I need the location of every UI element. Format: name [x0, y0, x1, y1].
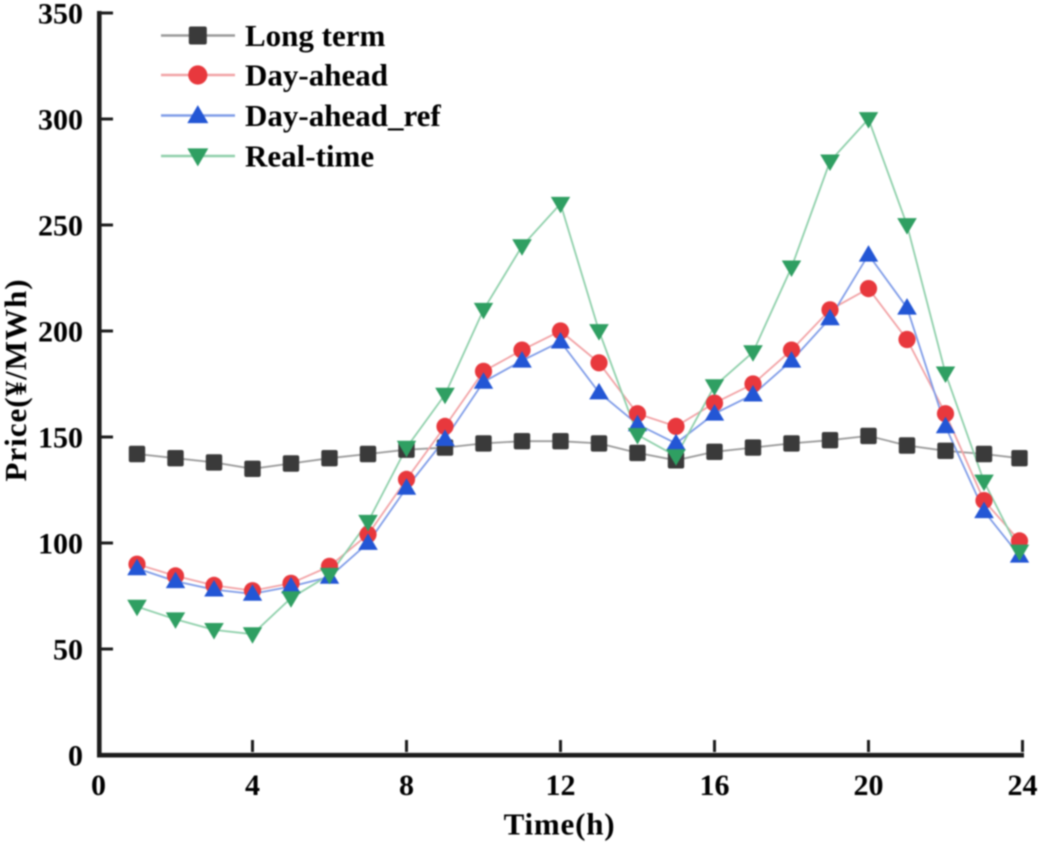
svg-text:Day-ahead_ref: Day-ahead_ref: [245, 98, 441, 133]
svg-text:50: 50: [53, 634, 83, 667]
svg-text:150: 150: [38, 422, 83, 455]
svg-text:200: 200: [38, 316, 83, 349]
svg-text:8: 8: [399, 769, 414, 802]
svg-text:Price(¥/MWh): Price(¥/MWh): [0, 278, 33, 481]
svg-text:16: 16: [700, 769, 730, 802]
svg-text:0: 0: [91, 769, 106, 802]
svg-text:Day-ahead: Day-ahead: [245, 58, 388, 93]
svg-text:300: 300: [38, 104, 83, 137]
svg-text:250: 250: [38, 210, 83, 243]
svg-text:Long term: Long term: [245, 18, 386, 53]
svg-text:0: 0: [68, 740, 83, 773]
svg-text:Real-time: Real-time: [245, 139, 374, 174]
svg-text:24: 24: [1008, 769, 1038, 802]
svg-text:350: 350: [38, 0, 83, 31]
svg-text:100: 100: [38, 528, 83, 561]
svg-text:12: 12: [546, 769, 576, 802]
svg-text:4: 4: [245, 769, 260, 802]
svg-text:20: 20: [854, 769, 884, 802]
svg-text:Time(h): Time(h): [504, 807, 616, 842]
